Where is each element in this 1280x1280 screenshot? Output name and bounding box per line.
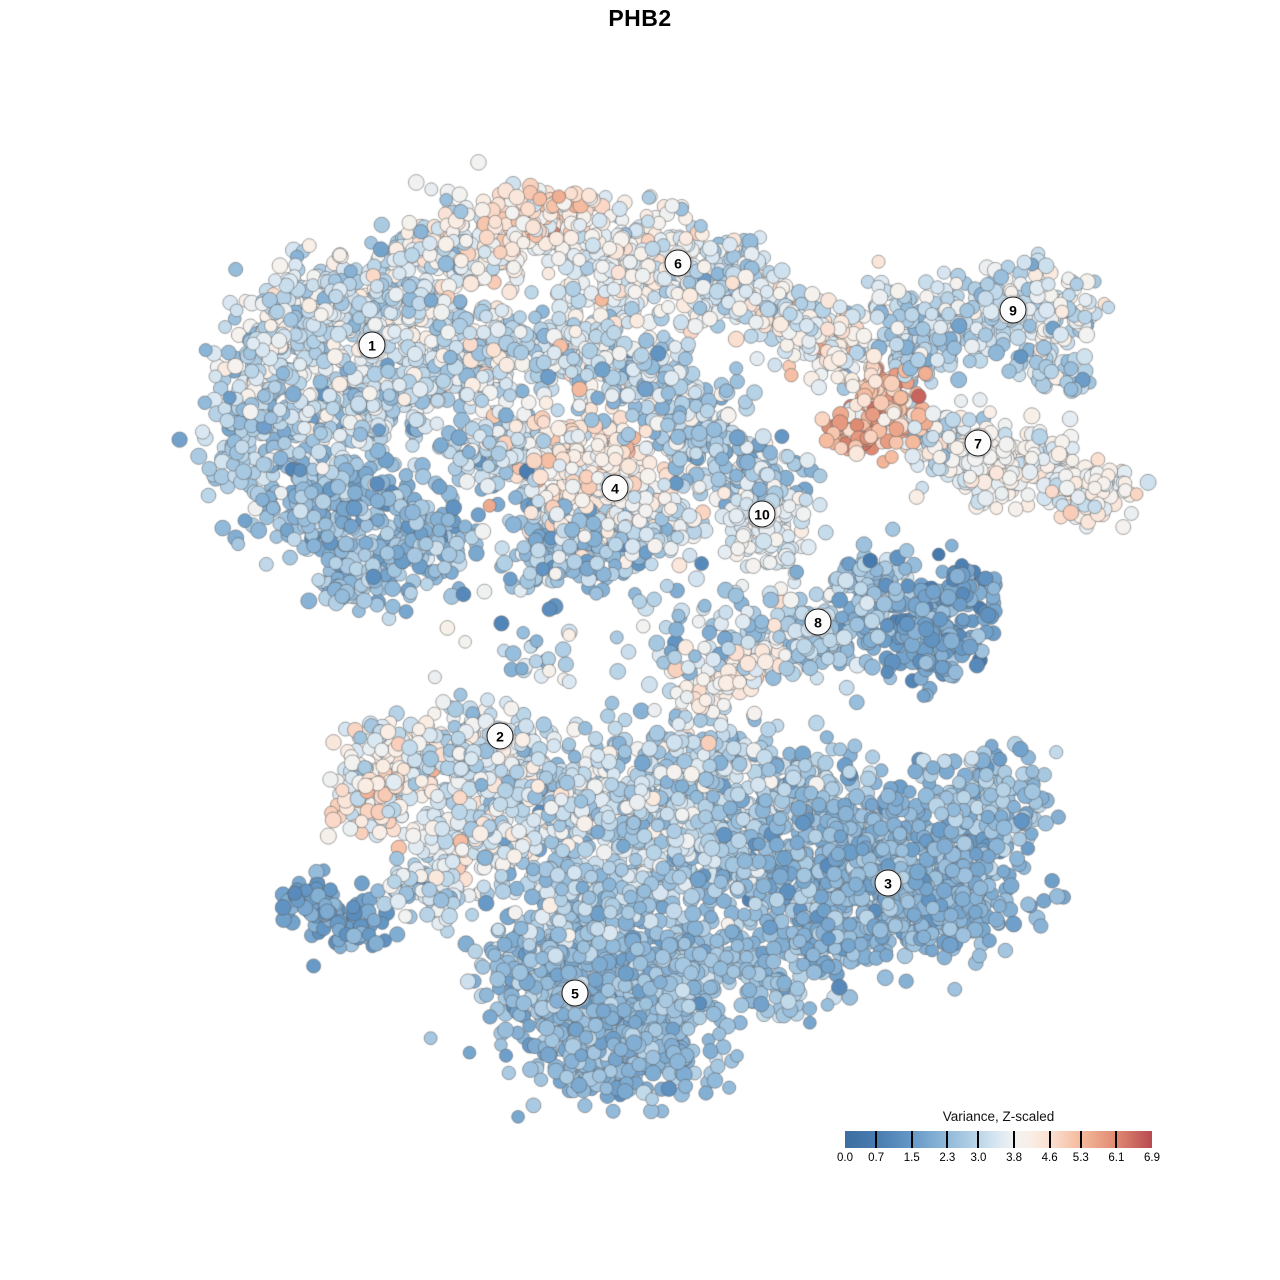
colorbar-tick-label: 6.9 [1144, 1152, 1160, 1164]
cluster-label-7: 7 [964, 429, 992, 457]
cluster-label-10: 10 [748, 500, 776, 528]
colorbar-tick-line [1115, 1131, 1118, 1148]
colorbar-legend: Variance, Z-scaled 0.0 0.7 1.5 2.3 3.0 3.8 4.6… [837, 1109, 1160, 1164]
colorbar-tick-line [977, 1131, 980, 1148]
cluster-label-2: 2 [486, 722, 514, 750]
colorbar-tick-label: 0.7 [868, 1152, 885, 1164]
cluster-label-4: 4 [601, 474, 629, 502]
cluster-label-9: 9 [999, 296, 1027, 324]
colorbar-tick-line [910, 1131, 913, 1148]
colorbar-gradient: 0.0 0.7 1.5 2.3 3.0 3.8 4.6 5.3 6.1 6.9 [837, 1131, 1160, 1164]
colorbar-tick-label: 1.5 [903, 1152, 920, 1164]
colorbar-tick-line [1048, 1131, 1051, 1148]
colorbar-tick-label: 5.3 [1072, 1152, 1089, 1164]
cluster-label-8: 8 [804, 608, 832, 636]
colorbar-tick-line [1013, 1131, 1016, 1148]
colorbar-tick-label: 6.1 [1108, 1152, 1125, 1164]
colorbar-tick-line [946, 1131, 949, 1148]
colorbar-tick-line [1079, 1131, 1082, 1148]
cluster-label-6: 6 [664, 249, 692, 277]
cluster-label-5: 5 [561, 979, 589, 1007]
colorbar-tick-label: 0.0 [837, 1152, 853, 1164]
cluster-label-3: 3 [874, 869, 902, 897]
colorbar-title: Variance, Z-scaled [942, 1109, 1055, 1124]
colorbar-tick-label: 3.8 [1006, 1152, 1023, 1164]
colorbar-tick-label: 3.0 [970, 1152, 987, 1164]
colorbar-tick-label: 2.3 [939, 1152, 956, 1164]
cluster-label-1: 1 [358, 331, 386, 359]
colorbar-tick-label: 4.6 [1041, 1152, 1058, 1164]
colorbar-tick-line [875, 1131, 878, 1148]
